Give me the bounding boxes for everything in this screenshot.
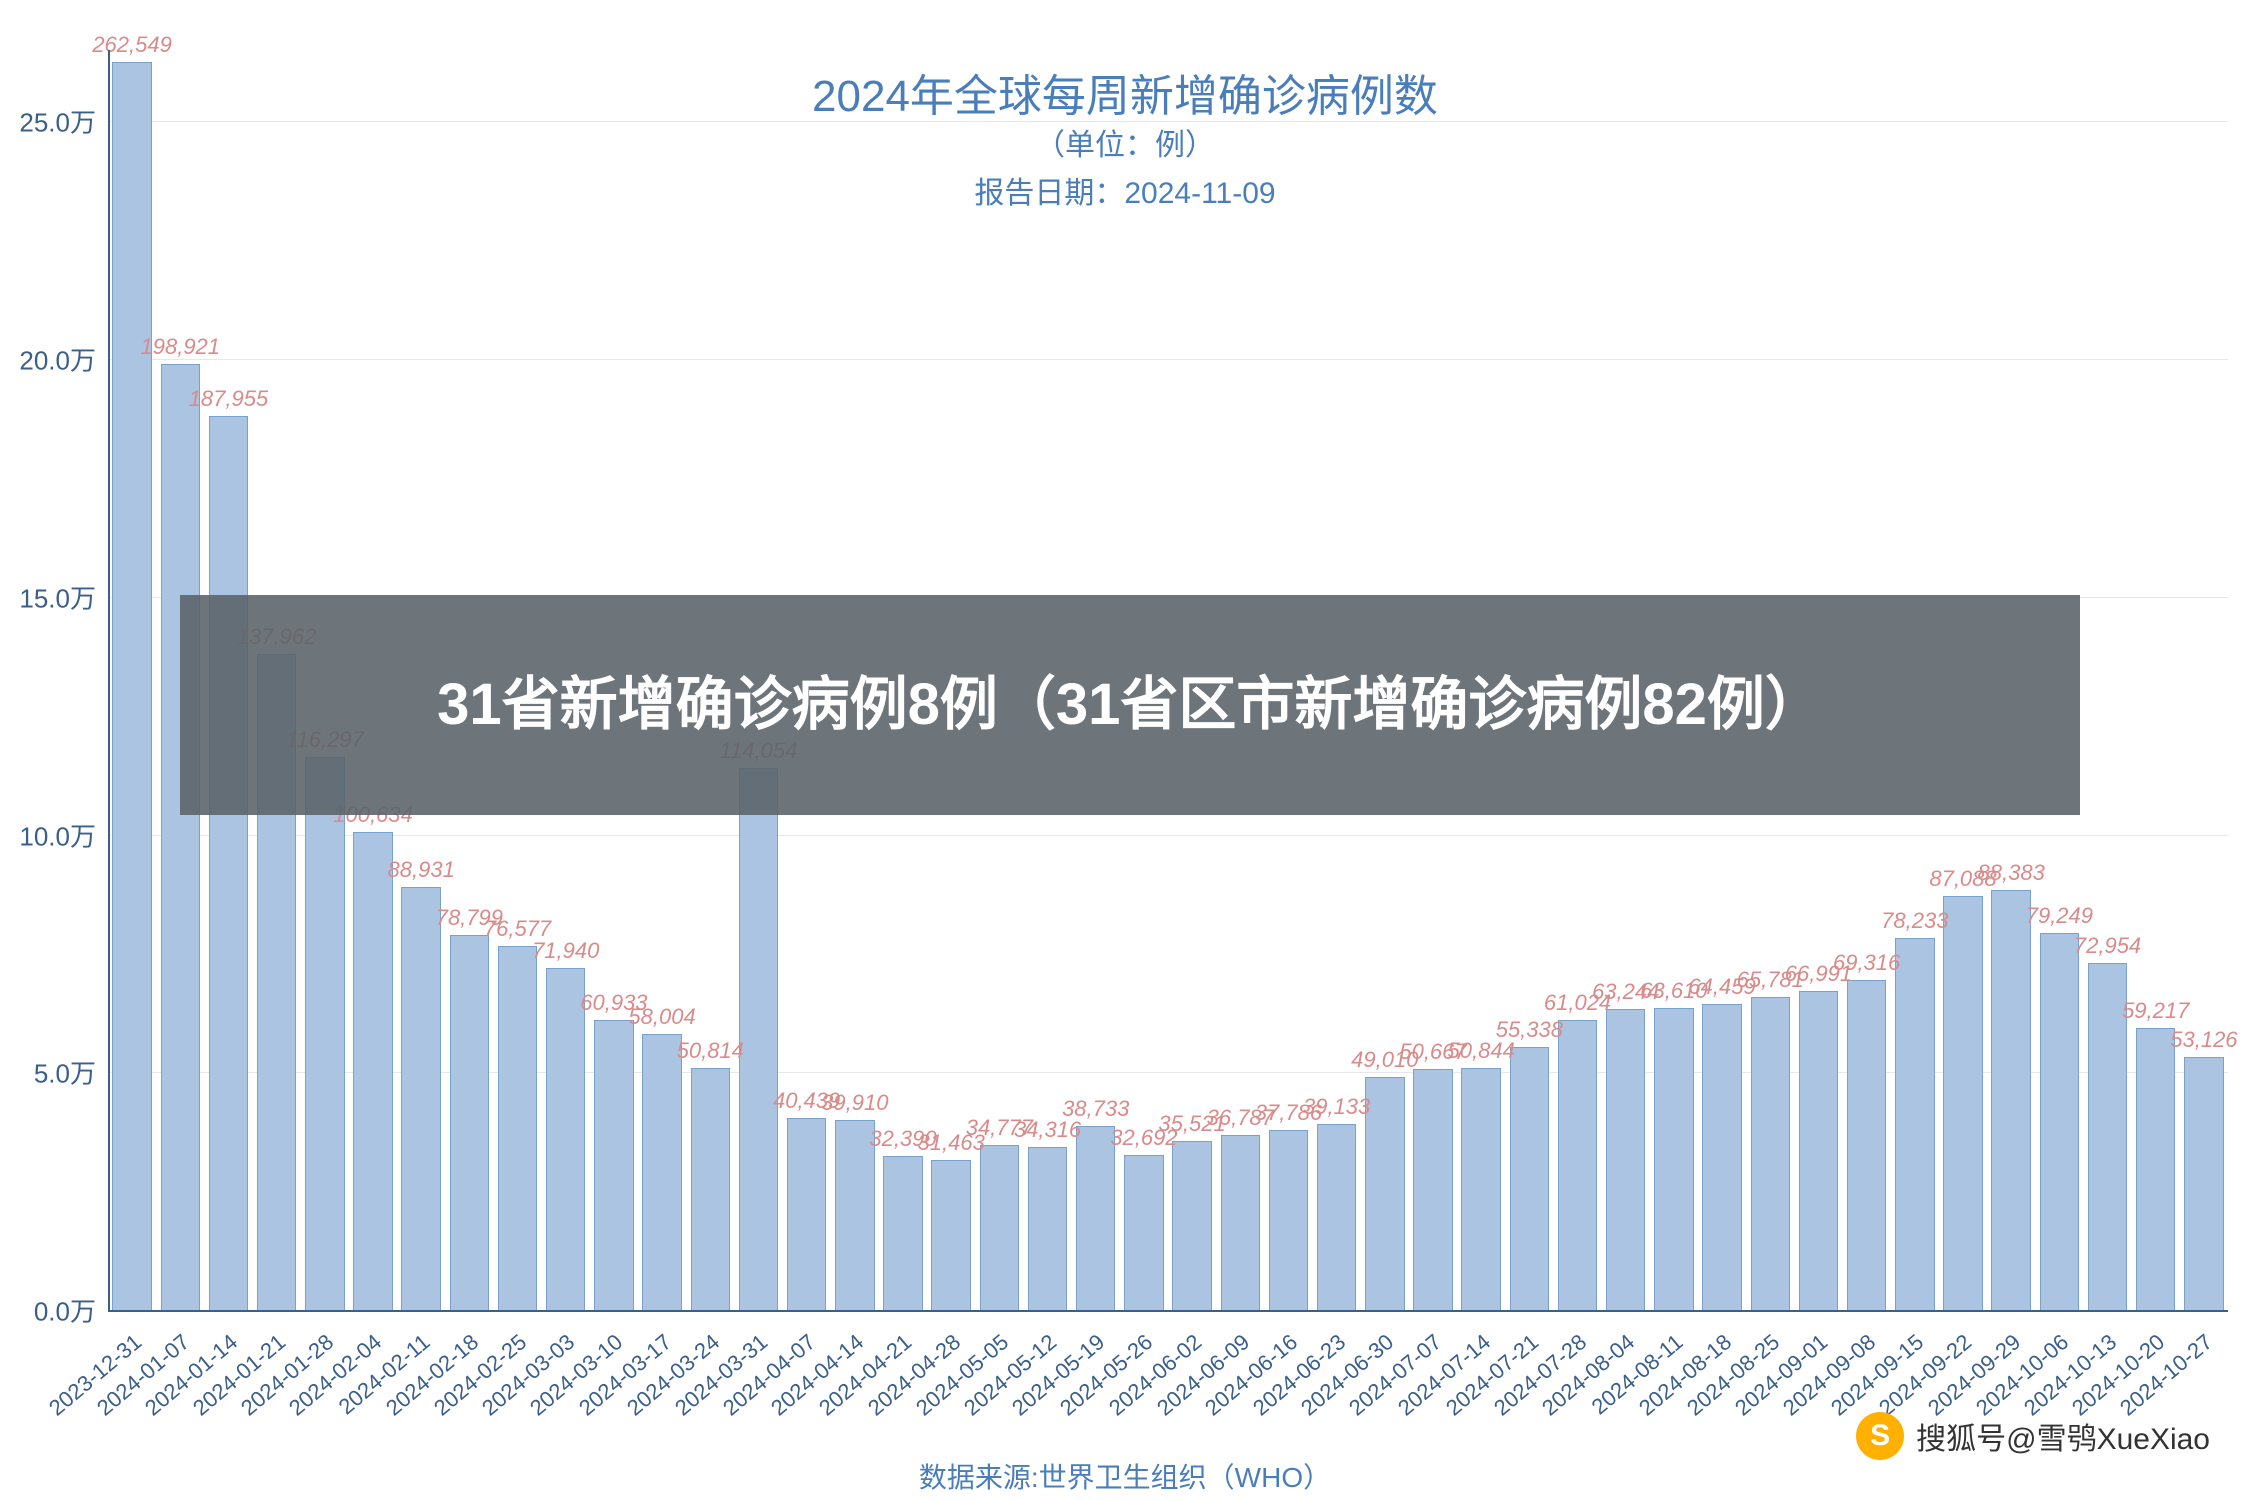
bar (450, 935, 490, 1310)
bar-value-label: 50,814 (677, 1038, 744, 1064)
bar (305, 757, 345, 1310)
bar (401, 887, 441, 1310)
bar-value-label: 69,316 (1833, 950, 1900, 976)
bar (1847, 980, 1887, 1310)
bar (353, 832, 393, 1310)
bar-value-label: 59,217 (2122, 998, 2189, 1024)
bar (1269, 1130, 1309, 1310)
y-axis-tick-label: 10.0万 (0, 816, 96, 853)
bar (498, 946, 538, 1310)
watermark-logo-icon: S (1856, 1412, 1904, 1460)
bar (2184, 1057, 2224, 1310)
bar (1124, 1155, 1164, 1310)
bar (931, 1160, 971, 1310)
chart-root: 2024年全球每周新增确诊病例数 （单位：例） 报告日期：2024-11-09 … (0, 0, 2250, 1500)
bar (1751, 997, 1791, 1310)
bar (787, 1118, 827, 1310)
bar (1606, 1009, 1646, 1310)
bar (161, 364, 201, 1310)
bar (1558, 1020, 1598, 1310)
bar-value-label: 78,233 (1881, 908, 1948, 934)
bar-value-label: 72,954 (2074, 933, 2141, 959)
bar (1413, 1069, 1453, 1310)
bar-value-label: 53,126 (2170, 1027, 2237, 1053)
bar-value-label: 38,733 (1062, 1096, 1129, 1122)
bar-value-label: 39,910 (821, 1090, 888, 1116)
bar (1799, 991, 1839, 1310)
watermark-text: 搜狐号@雪鸮XueXiao (1916, 1414, 2210, 1458)
y-axis-tick-label: 25.0万 (0, 103, 96, 140)
bar (980, 1145, 1020, 1310)
bar-value-label: 55,338 (1496, 1017, 1563, 1043)
bar (1895, 938, 1935, 1310)
bar (1172, 1141, 1212, 1310)
gridline (108, 1310, 2228, 1312)
bar (1943, 896, 1983, 1310)
bar (112, 62, 152, 1310)
bar-value-label: 187,955 (189, 386, 269, 412)
overlay-banner-text: 31省新增确诊病例8例（31省区市新增确诊病例82例） (437, 669, 1823, 742)
bar-value-label: 58,004 (628, 1004, 695, 1030)
bar (691, 1068, 731, 1310)
y-axis-tick-label: 15.0万 (0, 578, 96, 615)
y-axis-tick-label: 0.0万 (0, 1292, 96, 1329)
bar (1221, 1135, 1261, 1310)
bar (1991, 890, 2031, 1310)
bar (642, 1034, 682, 1310)
bar-value-label: 198,921 (141, 334, 221, 360)
bar-value-label: 79,249 (2026, 903, 2093, 929)
bar (546, 968, 586, 1310)
bar (1028, 1147, 1068, 1310)
y-axis-tick-label: 5.0万 (0, 1054, 96, 1091)
overlay-banner: 31省新增确诊病例8例（31省区市新增确诊病例82例） (180, 595, 2080, 815)
bar (594, 1020, 634, 1310)
bar (1076, 1126, 1116, 1310)
bar (1654, 1008, 1694, 1310)
bar-value-label: 71,940 (532, 938, 599, 964)
bar (883, 1156, 923, 1310)
bar (1702, 1004, 1742, 1310)
bar-value-label: 88,931 (388, 857, 455, 883)
bar (2040, 933, 2080, 1310)
bar-value-label: 39,133 (1303, 1094, 1370, 1120)
bar (1510, 1047, 1550, 1310)
y-axis-line (108, 50, 110, 1310)
bar (209, 416, 249, 1310)
footer-source: 数据来源:世界卫生组织（WHO） (0, 1456, 2250, 1496)
y-axis-tick-label: 20.0万 (0, 341, 96, 378)
watermark: S 搜狐号@雪鸮XueXiao (1856, 1412, 2210, 1460)
bar (2136, 1028, 2176, 1310)
bar-value-label: 262,549 (92, 32, 172, 58)
bar-value-label: 88,383 (1978, 860, 2045, 886)
bar (1317, 1124, 1357, 1310)
bar (1365, 1077, 1405, 1310)
bar (739, 768, 779, 1310)
bar (1461, 1068, 1501, 1310)
